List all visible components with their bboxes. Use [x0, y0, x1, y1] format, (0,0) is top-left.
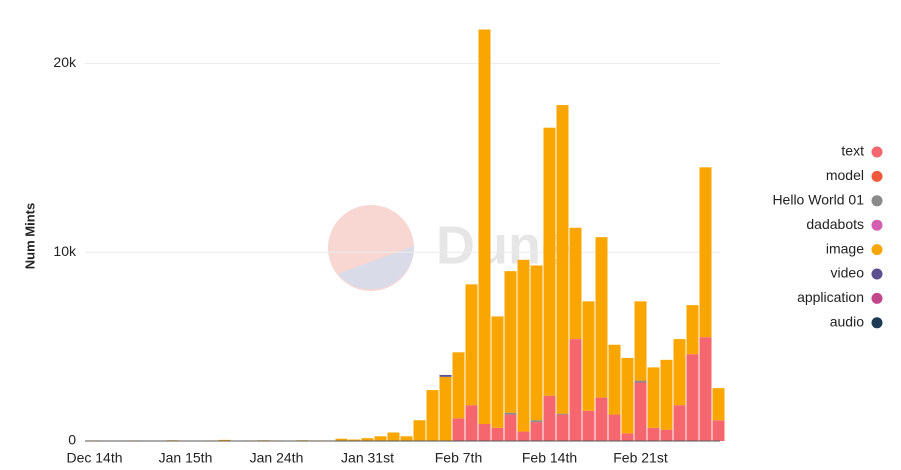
- bar-segment: [634, 380, 647, 383]
- bar-segment: [595, 237, 608, 398]
- bar-segment: [504, 271, 517, 413]
- bar-segment: [595, 397, 608, 441]
- bar-segment: [517, 259, 530, 432]
- bar-segment: [712, 420, 725, 441]
- x-tick-label: Dec 14th: [66, 450, 122, 466]
- bar-segment: [582, 410, 595, 441]
- bar-segment: [712, 388, 725, 421]
- bar-segment: [699, 167, 712, 338]
- bar-segment: [348, 439, 361, 441]
- bar-segment: [335, 438, 348, 441]
- bar-segment: [361, 438, 374, 441]
- bar-segment: [218, 439, 231, 441]
- legend-marker: [871, 292, 883, 304]
- bar-segment: [699, 337, 712, 441]
- bar-segment: [556, 414, 569, 441]
- legend-marker: [871, 195, 883, 207]
- bar-segment: [647, 367, 660, 428]
- bar-segment: [478, 424, 491, 441]
- legend-label: dadabots: [806, 216, 864, 232]
- bar-segment: [387, 432, 400, 441]
- bar-segment: [504, 412, 517, 415]
- bar-segment: [504, 414, 517, 441]
- bar-segment: [569, 227, 582, 340]
- bar-segment: [621, 357, 634, 434]
- x-tick-label: Jan 15th: [159, 450, 213, 466]
- bar-segment: [673, 339, 686, 406]
- bar-segment: [439, 374, 452, 377]
- bar-segment: [686, 305, 699, 355]
- bar-segment: [400, 436, 413, 441]
- bar-segment: [439, 376, 452, 441]
- legend-marker: [871, 170, 883, 182]
- y-tick-label: 10k: [53, 243, 77, 259]
- bar-segment: [543, 127, 556, 396]
- y-axis-label: Num Mints: [22, 203, 37, 269]
- bar-segment: [543, 395, 556, 441]
- bar-segment: [491, 316, 504, 428]
- bar-segment: [478, 29, 491, 425]
- bar-segment: [634, 382, 647, 441]
- bar-segment: [673, 405, 686, 441]
- bar-segment: [660, 359, 673, 430]
- bar-segment: [530, 420, 543, 423]
- legend-label: text: [841, 143, 864, 159]
- x-tick-label: Jan 31st: [341, 450, 394, 466]
- bar-segment: [621, 433, 634, 441]
- bar-segment: [517, 431, 530, 441]
- bar-segment: [569, 339, 582, 441]
- bar-segment: [556, 105, 569, 414]
- bar-segment: [660, 429, 673, 441]
- legend-label: image: [826, 240, 864, 256]
- legend-marker: [871, 317, 883, 329]
- bar-segment: [556, 413, 569, 415]
- bar-segment: [634, 301, 647, 381]
- x-tick-label: Jan 24th: [250, 450, 304, 466]
- bar-segment: [608, 344, 621, 415]
- legend-label: application: [797, 289, 864, 305]
- bar-segment: [530, 265, 543, 421]
- bar-segment: [686, 354, 699, 441]
- legend-label: model: [826, 167, 864, 183]
- legend-label: video: [831, 265, 865, 281]
- bar-segment: [530, 422, 543, 441]
- bar-segment: [647, 427, 660, 441]
- bar-segment: [491, 427, 504, 441]
- y-tick-label: 20k: [53, 54, 77, 70]
- legend-label: Hello World 01: [772, 192, 864, 208]
- bar-segment: [452, 352, 465, 419]
- bar-segment: [452, 418, 465, 441]
- bar-segment: [465, 405, 478, 441]
- bar-segment: [582, 301, 595, 411]
- bar-segment: [608, 414, 621, 441]
- bar-segment: [413, 420, 426, 441]
- legend-marker: [871, 146, 883, 158]
- x-tick-label: Feb 7th: [435, 450, 482, 466]
- bar-segment: [374, 436, 387, 441]
- legend-marker: [871, 268, 883, 280]
- x-tick-label: Feb 21st: [613, 450, 668, 466]
- bar-segment: [426, 390, 439, 441]
- x-tick-label: Feb 14th: [522, 450, 577, 466]
- legend-marker: [871, 219, 883, 231]
- y-tick-label: 0: [68, 432, 76, 448]
- legend-label: audio: [830, 314, 864, 330]
- legend-marker: [871, 244, 883, 256]
- bar-segment: [465, 284, 478, 406]
